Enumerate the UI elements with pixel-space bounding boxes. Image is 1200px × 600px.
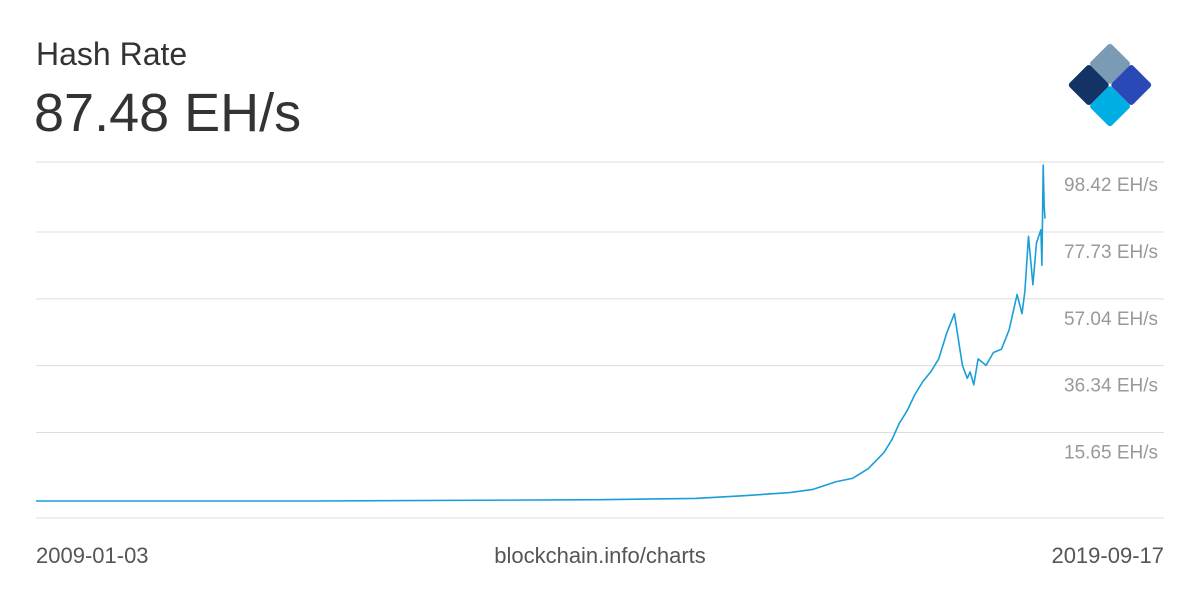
y-tick-label: 36.34 EH/s [1064, 376, 1158, 397]
chart-title: Hash Rate [36, 36, 188, 72]
hash-rate-series-line [36, 164, 1046, 502]
y-tick-label: 98.42 EH/s [1064, 175, 1158, 196]
y-tick-label: 15.65 EH/s [1064, 442, 1158, 463]
source-link[interactable]: blockchain.info/charts [494, 543, 706, 568]
y-tick-label: 77.73 EH/s [1064, 242, 1158, 263]
y-tick-label: 57.04 EH/s [1064, 309, 1158, 330]
blockchain-logo-icon [1055, 30, 1165, 145]
current-hash-rate: 87.48 EH/s [34, 83, 302, 143]
start-date-label: 2009-01-03 [36, 543, 149, 568]
end-date-label: 2019-09-17 [1051, 543, 1164, 568]
